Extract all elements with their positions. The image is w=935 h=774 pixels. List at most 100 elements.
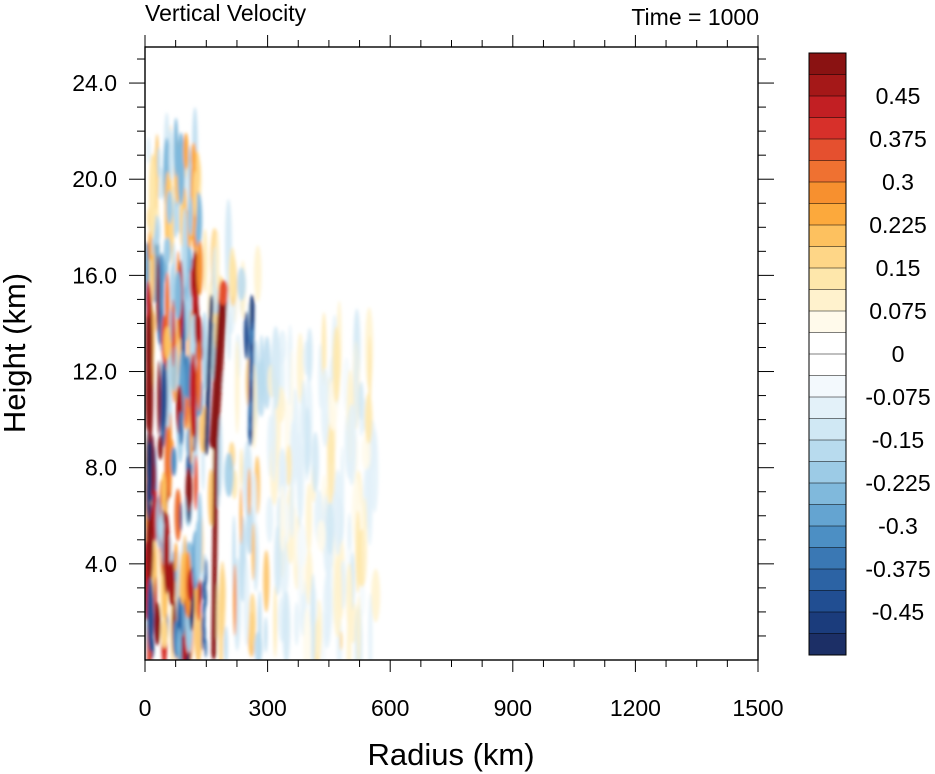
y-tick-labels: 4.0 8.0 12.0 16.0 20.0 24.0 (72, 70, 117, 577)
updraft-blob (296, 332, 304, 404)
updraft-blob (356, 594, 361, 660)
updraft-blob (332, 326, 341, 404)
updraft-blob (346, 616, 352, 660)
axis-ticks (129, 35, 774, 672)
updraft-blob (362, 496, 368, 581)
colorbar-label: -0.375 (865, 556, 930, 582)
colorbar-swatch (809, 483, 846, 505)
updraft-blob (251, 522, 255, 581)
downdraft-blob (224, 452, 234, 498)
y-tick-label: 8.0 (85, 455, 117, 481)
colorbar-label: 0.375 (869, 126, 927, 152)
colorbar-swatch (809, 418, 846, 441)
colorbar-swatch (809, 182, 846, 204)
downdraft-blob (289, 484, 295, 539)
downdraft-blob (325, 502, 335, 555)
downdraft-blob (202, 311, 208, 391)
colorbar-label: 0.075 (869, 298, 927, 324)
x-tick-label: 1500 (732, 695, 783, 721)
downdraft-blob (294, 601, 300, 646)
updraft-blob (163, 326, 171, 360)
updraft-blob (189, 352, 197, 438)
colorbar-swatch (809, 53, 846, 75)
updraft-blob (248, 593, 256, 646)
downdraft-blob (259, 334, 264, 404)
colorbar-swatch (809, 547, 846, 570)
updraft-blob (355, 510, 361, 594)
y-tick-label: 12.0 (72, 359, 117, 385)
colorbar-swatch (809, 160, 846, 183)
colorbar-swatch (809, 268, 846, 290)
downdraft-blob (347, 512, 352, 551)
downdraft-blob (204, 638, 207, 658)
updraft-blob (196, 240, 204, 296)
x-axis-label: Radius (km) (367, 737, 534, 772)
colorbar-swatch (809, 96, 846, 118)
y-tick-label: 16.0 (72, 262, 117, 288)
downdraft-blob (227, 311, 231, 362)
downdraft-blob (161, 356, 168, 432)
updraft-blob (194, 299, 200, 347)
colorbar-swatch (809, 117, 846, 140)
colorbar-label: 0 (892, 341, 905, 367)
downdraft-blob (146, 137, 151, 164)
downdraft-blob (346, 403, 357, 486)
updraft-blob (364, 392, 373, 444)
downdraft-blob (147, 577, 154, 652)
colorbar-swatch (809, 569, 846, 591)
updraft-blob (228, 247, 236, 299)
colorbar-frame (808, 52, 847, 656)
colorbar-swatch (809, 332, 846, 355)
downdraft-blob (304, 407, 311, 476)
x-tick-label: 300 (248, 695, 286, 721)
downdraft-blob (170, 446, 177, 477)
downdraft-blob (310, 573, 316, 660)
colorbar-swatch (809, 633, 846, 656)
downdraft-blob (282, 590, 291, 660)
updraft-blob (285, 444, 292, 487)
downdraft-blob (169, 343, 178, 392)
downdraft-blob (202, 580, 205, 600)
colorbar-swatch (809, 526, 846, 548)
downdraft-blob (311, 431, 320, 493)
downdraft-blob (299, 394, 305, 485)
updraft-blob (202, 228, 208, 293)
updraft-blob (153, 602, 161, 646)
downdraft-blob (249, 294, 255, 324)
downdraft-blob (177, 132, 185, 206)
updraft-blob (253, 245, 262, 302)
updraft-blob (219, 280, 229, 300)
colorbar-swatch (809, 246, 846, 269)
updraft-blob (371, 568, 381, 623)
colorbar-label: 0.3 (882, 169, 914, 195)
downdraft-blob (157, 146, 161, 178)
updraft-blob (207, 468, 214, 527)
downdraft-blob (254, 631, 263, 660)
colorbar-label: 0.45 (876, 83, 921, 109)
downdraft-blob (145, 462, 151, 521)
downdraft-blob (306, 327, 313, 383)
y-tick-label: 4.0 (85, 551, 117, 577)
updraft-blob (146, 503, 154, 586)
downdraft-blob (182, 207, 188, 289)
updraft-blob (194, 605, 203, 660)
downdraft-blob (187, 195, 193, 237)
colorbar-label: -0.3 (878, 513, 918, 539)
downdraft-blob (237, 267, 246, 301)
colorbar-label: -0.45 (872, 599, 924, 625)
downdraft-blob (173, 196, 179, 239)
colorbar-swatch (809, 139, 846, 161)
y-tick-label: 20.0 (72, 166, 117, 192)
updraft-blob (193, 454, 198, 511)
updraft-blob (345, 562, 353, 630)
y-tick-label: 24.0 (72, 70, 117, 96)
colorbar-labels: 0.45 0.375 0.3 0.225 0.15 0.075 0 -0.075 -0.15 -0… (865, 83, 930, 625)
updraft-blob (303, 607, 312, 660)
updraft-blob (156, 255, 160, 333)
downdraft-blob (243, 311, 249, 360)
downdraft-blob (271, 326, 281, 410)
updraft-blob (233, 563, 237, 636)
updraft-blob (263, 550, 270, 613)
updraft-blob (168, 560, 176, 607)
